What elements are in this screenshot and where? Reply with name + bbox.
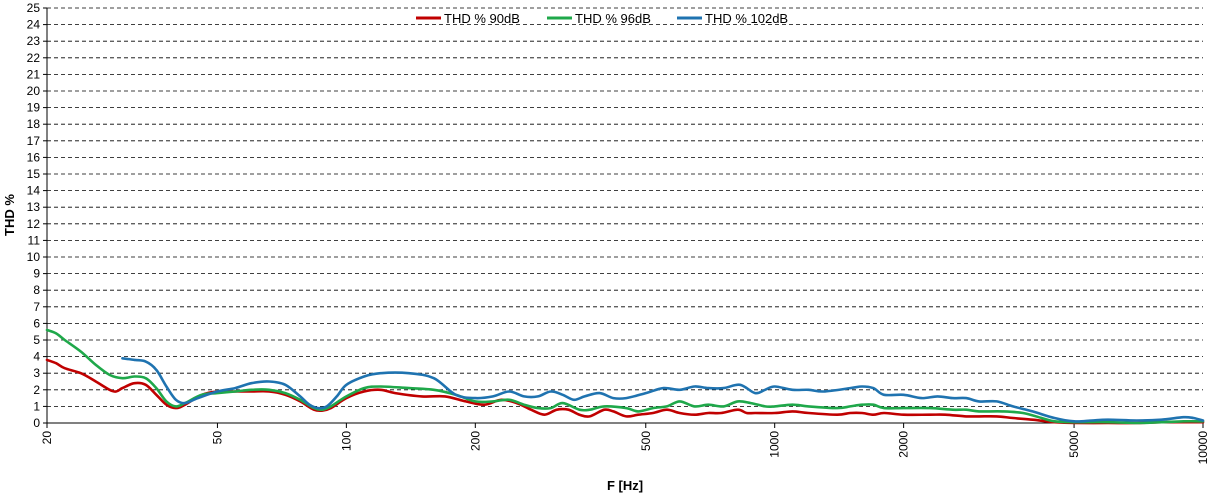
y-tick-label: 7 <box>33 300 40 314</box>
x-tick-label: 20 <box>40 431 54 445</box>
x-tick-label: 10000 <box>1196 431 1210 465</box>
x-tick-label: 2000 <box>897 431 911 458</box>
x-axis-title: F [Hz] <box>607 478 643 493</box>
series-lines <box>45 328 1205 425</box>
legend: THD % 90dB THD % 96dB THD % 102dB <box>416 11 788 26</box>
y-tick-label: 0 <box>33 416 40 430</box>
y-tick-label: 6 <box>33 316 40 330</box>
y-tick-label: 16 <box>27 150 41 164</box>
y-tick-label: 14 <box>27 184 41 198</box>
y-tick-label: 13 <box>27 200 41 214</box>
y-tick-label: 8 <box>33 283 40 297</box>
y-tick-label: 15 <box>27 167 41 181</box>
x-tick-label: 50 <box>210 431 224 445</box>
y-tick-label: 10 <box>27 250 41 264</box>
x-tick-label: 100 <box>339 431 353 451</box>
x-axis-ticks: 20 50 100 200 500 1000 2000 5000 10000 <box>40 423 1210 464</box>
y-tick-label: 3 <box>33 366 40 380</box>
x-tick-label: 5000 <box>1067 431 1081 458</box>
x-tick-label: 1000 <box>768 431 782 458</box>
y-tick-label: 5 <box>33 333 40 347</box>
y-tick-label: 18 <box>27 117 41 131</box>
y-tick-label: 11 <box>28 233 41 247</box>
y-tick-label: 12 <box>27 217 41 231</box>
y-tick-label: 24 <box>27 18 41 32</box>
y-tick-label: 20 <box>27 84 41 98</box>
y-tick-label: 25 <box>27 1 41 15</box>
x-tick-label: 200 <box>468 431 482 451</box>
y-tick-label: 23 <box>27 34 41 48</box>
legend-label: THD % 96dB <box>575 11 651 26</box>
series-90db-line <box>45 358 1205 425</box>
y-tick-label: 4 <box>33 350 40 364</box>
y-tick-label: 1 <box>33 399 40 413</box>
y-tick-label: 19 <box>27 101 41 115</box>
y-tick-label: 21 <box>27 67 41 81</box>
x-tick-label: 500 <box>639 431 653 451</box>
legend-label: THD % 102dB <box>705 11 788 26</box>
grid-lines <box>46 7 1203 424</box>
y-axis-ticks: 0123456789101112131415161718192021222324… <box>27 1 47 430</box>
legend-label: THD % 90dB <box>444 11 520 26</box>
series-102db-line <box>121 357 1205 423</box>
y-tick-label: 17 <box>27 134 41 148</box>
y-tick-label: 9 <box>33 267 40 281</box>
y-tick-label: 2 <box>33 383 40 397</box>
series-96db-line <box>45 328 1205 425</box>
y-tick-label: 22 <box>27 51 41 65</box>
y-axis-title: THD % <box>2 194 17 236</box>
